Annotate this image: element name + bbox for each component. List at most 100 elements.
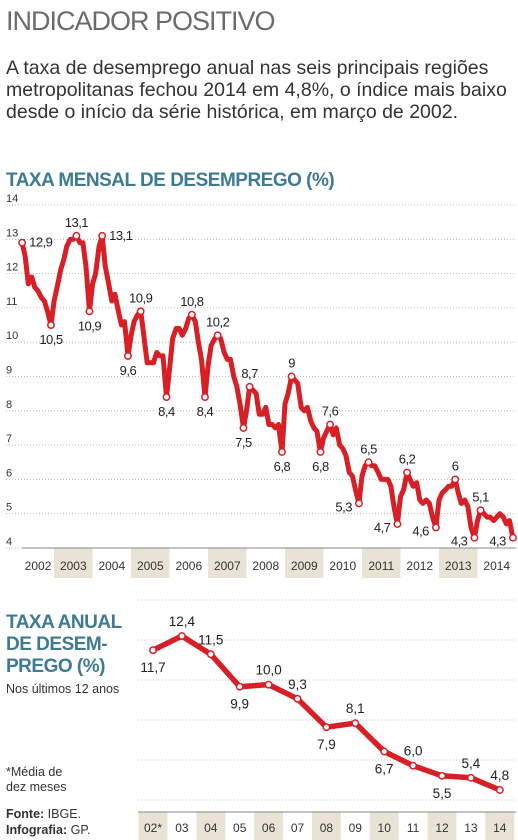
data-point (47, 321, 55, 329)
data-label: 8,7 (241, 366, 258, 381)
data-point (98, 231, 107, 240)
y-tick-label: 4 (6, 536, 12, 548)
data-point (206, 650, 215, 659)
x-tick-label: 2004 (98, 559, 125, 573)
y-tick-label: 13 (6, 227, 18, 239)
y-tick-label: 6 (6, 467, 12, 479)
data-label: 6,5 (360, 441, 377, 456)
infographic-credit: Infografia: GP. (6, 822, 91, 838)
data-point (245, 382, 254, 391)
data-label: 8,4 (158, 404, 175, 419)
x-tick-label: 2009 (291, 559, 318, 573)
data-point (364, 458, 373, 467)
y-tick-label: 9 (6, 365, 12, 377)
data-point (136, 307, 145, 316)
year-band (369, 812, 399, 840)
data-point (264, 680, 273, 689)
data-label: 10,2 (206, 314, 230, 329)
data-label: 4,3 (451, 534, 468, 549)
data-label: 4,3 (489, 534, 506, 549)
data-label: 7,5 (235, 435, 252, 450)
x-tick-label: 03 (175, 821, 189, 835)
data-point (322, 723, 331, 732)
data-point (162, 393, 171, 402)
data-label: 7,6 (322, 404, 339, 419)
infographic-label: Infografia: (6, 823, 68, 837)
data-label: 5,3 (335, 499, 352, 514)
x-tick-label: 2003 (60, 559, 87, 573)
x-tick-label: 2013 (445, 559, 472, 573)
data-label: 9 (288, 356, 295, 371)
annual-chart-subtitle: Nos últimos 12 anos (6, 682, 120, 696)
data-label: 11,7 (140, 660, 165, 675)
year-band (208, 548, 247, 578)
x-tick-label: 2002 (25, 559, 52, 573)
data-label: 8,4 (197, 404, 214, 419)
y-tick-label: 11 (6, 296, 17, 308)
x-tick-label: 11 (407, 821, 420, 835)
data-label: 8,1 (346, 701, 365, 716)
x-tick-label: 2005 (137, 559, 164, 573)
monthly-chart-title: TAXA MENSAL DE DESEMPREGO (%) (6, 170, 335, 191)
x-tick-label: 2014 (483, 559, 510, 573)
data-label: 13,1 (109, 228, 133, 243)
data-point (149, 646, 157, 655)
data-label: 10,0 (255, 663, 281, 678)
data-label: 4,7 (374, 520, 391, 535)
headline: INDICADOR POSITIVO (6, 6, 276, 36)
x-tick-label: 14 (493, 821, 507, 835)
data-point (18, 238, 27, 247)
data-label: 12,9 (29, 235, 53, 250)
data-point (354, 499, 363, 508)
data-point (278, 448, 286, 456)
data-point (85, 307, 94, 316)
data-point (239, 424, 248, 432)
data-label: 4,6 (412, 523, 429, 538)
year-band (427, 812, 457, 840)
data-label: 10,9 (129, 290, 153, 305)
data-point (326, 420, 335, 429)
data-point (124, 351, 132, 360)
data-point (187, 310, 196, 319)
data-label: 6 (452, 458, 459, 473)
annual-title-line-3: PREGO (%) (6, 656, 105, 677)
data-label: 11,5 (198, 632, 223, 647)
year-band (285, 548, 324, 578)
x-tick-label: 2012 (406, 559, 433, 573)
data-label: 9,6 (120, 363, 137, 378)
x-tick-label: 2007 (214, 559, 241, 573)
source-value: IBGE. (47, 807, 82, 821)
year-band (362, 548, 401, 578)
data-label: 10,5 (39, 332, 63, 347)
data-point (293, 694, 302, 703)
data-point (476, 506, 485, 515)
year-band (485, 812, 515, 840)
monthly-series-line (19, 233, 516, 541)
data-label: 13,1 (65, 215, 89, 230)
x-tick-label: 2010 (329, 559, 356, 573)
annual-series-line (150, 633, 503, 793)
data-label: 12,4 (169, 614, 196, 629)
y-tick-label: 10 (6, 330, 18, 342)
data-label: 6,7 (375, 762, 394, 777)
data-label: 4,8 (490, 768, 509, 783)
source-label: Fonte: (6, 807, 45, 821)
data-point (466, 773, 475, 782)
data-label: 7,9 (317, 737, 336, 752)
y-tick-label: 8 (6, 399, 12, 411)
annual-title-line-1: TAXA ANUAL (6, 612, 122, 633)
x-tick-label: 13 (464, 821, 478, 835)
data-label: 10,9 (78, 318, 102, 333)
data-point (438, 771, 446, 780)
data-label: 5,4 (462, 756, 481, 771)
credits: Fonte: IBGE. Infografia: GP. (6, 806, 91, 838)
annual-chart-title: TAXA ANUAL DE DESEM- PREGO (%) (6, 612, 136, 678)
data-label: 5,5 (433, 786, 452, 801)
data-point (508, 533, 517, 542)
footnote-line-1: *Média de (6, 765, 63, 779)
data-point (351, 719, 360, 728)
data-point (213, 331, 222, 340)
data-point (451, 475, 460, 484)
data-point (201, 393, 209, 402)
